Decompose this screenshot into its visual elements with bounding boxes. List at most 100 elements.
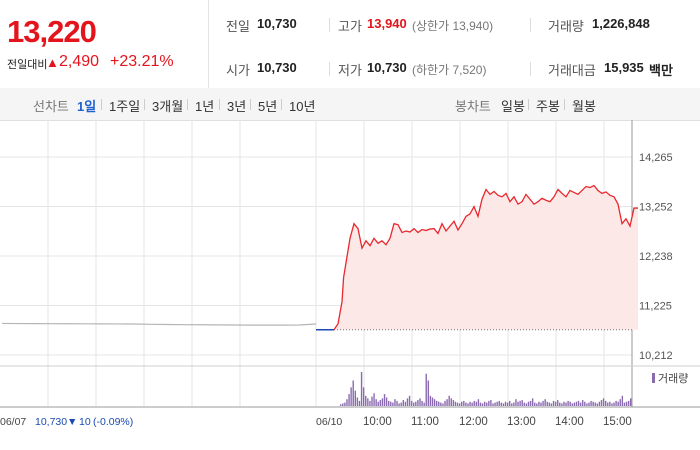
volume-bar [404,401,407,406]
volume-bar [461,401,463,406]
volume-bar [590,400,592,406]
divider [530,62,531,76]
open-value: 10,730 [257,60,297,75]
y-tick-label: 13,252 [639,201,673,213]
volume-bar [448,395,450,406]
high-label: 고가 [338,19,362,34]
volume-bar [490,400,492,406]
volume-bar [534,402,536,406]
volume-bar [477,399,480,406]
volume-bar [504,401,507,406]
volume-bar [563,401,565,406]
volume-bar [594,402,596,406]
volume-bar [488,400,490,406]
volume-bar [410,400,413,406]
volume-legend-swatch [652,373,655,383]
volume-bar [592,401,594,406]
up-arrow-icon: ▲ [46,55,59,70]
volume-bar [362,387,365,406]
intraday-price-chart[interactable]: 14,265 13,252 12,238 11,225 10,212 06/07 06/1… [0,120,700,450]
volume-bar [463,400,465,406]
volume-bar [492,403,494,406]
high-value: 13,940 [367,16,407,31]
volume-bar [609,401,611,406]
volume-bar [577,400,580,406]
tab-5-year[interactable]: 5년 [258,99,278,114]
volume-bar [515,399,517,406]
line-chart-title: 선차트 [33,99,69,114]
volume-bar [544,399,546,406]
volume-bar [586,403,588,406]
volume-bar [413,402,415,406]
prev-day-close: 10,730 [35,416,67,428]
tab-divider [101,99,102,110]
volume-bar [354,390,357,406]
volume-bar [419,398,421,406]
volume-bar [481,403,484,406]
volume-bar [415,401,417,406]
volume-bar [561,403,563,406]
tab-1-week[interactable]: 1주일 [109,99,141,114]
quote-header: 13,220 전일대비 ▲ 2,490 +23.21% 전일 10,730 고가… [0,0,700,89]
tab-3-month[interactable]: 3개월 [152,99,184,114]
tab-1-day[interactable]: 1일 [77,99,97,114]
volume-bar [502,403,505,406]
volume-bar [625,401,628,406]
today-price-line [333,184,638,331]
volume-bar [567,400,569,406]
tab-3-year[interactable]: 3년 [227,99,247,114]
volume-bar [383,394,386,406]
volume-bar [377,401,379,406]
volume-legend-label: 거래량 [658,372,688,385]
volume-bar [496,401,498,406]
change-label: 전일대비 [7,59,48,71]
volume-bar [360,372,363,406]
x-tick-label: 11:00 [411,416,439,428]
volume-bar [400,402,402,406]
volume-bar [387,400,390,406]
x-tick-label: 13:00 [507,416,536,428]
prev-day-price-line [1,322,317,326]
tab-weekly-candle[interactable]: 주봉 [536,99,560,114]
volume-bar [506,402,509,406]
volume-label: 거래량 [548,19,584,34]
volume-bar [579,402,582,406]
divider [329,62,330,76]
prev-close-label: 전일 [226,19,250,34]
volume-bar [569,401,571,406]
tab-divider [144,99,145,110]
volume-bar [435,400,438,406]
volume-bar [371,396,373,406]
tab-10-year[interactable]: 10년 [289,99,316,114]
tab-daily-candle[interactable]: 일봉 [501,99,525,114]
volume-bars [340,372,632,406]
upper-limit: (상한가 13,940) [412,19,494,33]
volume-bar [600,400,603,406]
volume-bar [425,373,427,406]
volume-bar [596,403,599,406]
volume-bar [417,400,419,406]
volume-bar [538,401,540,406]
volume-bar [356,397,359,406]
prev-day-change-pct: (-0.09%) [93,416,133,428]
tab-divider [528,99,529,110]
tab-divider [219,99,220,110]
volume-bar [548,402,551,406]
volume-bar [350,387,352,406]
volume-bar [342,403,344,406]
y-tick-label: 10,212 [639,350,673,362]
tab-1-year[interactable]: 1년 [195,99,215,114]
lower-limit: (하한가 7,520) [412,63,487,77]
amount-label: 거래대금 [548,63,596,78]
volume-bar [379,400,382,406]
tab-monthly-candle[interactable]: 월봉 [572,99,596,114]
divider [329,18,330,32]
volume-bar [500,402,503,406]
volume-bar [385,397,388,406]
volume-bar [615,400,617,406]
volume-bar [565,402,567,406]
amount-unit: 백만 [649,63,673,78]
volume-bar [630,398,632,406]
volume-bar [494,402,496,406]
volume-bar [392,402,394,406]
